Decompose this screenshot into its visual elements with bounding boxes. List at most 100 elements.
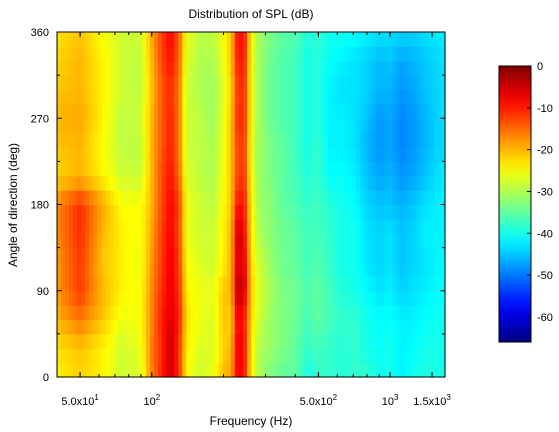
heatmap-cell — [352, 319, 357, 335]
heatmap-cell — [186, 132, 191, 148]
heatmap-cell — [404, 204, 410, 220]
heatmap-cell — [352, 233, 357, 249]
heatmap-cell — [158, 218, 163, 234]
heatmap-cell — [226, 89, 232, 105]
heatmap-cell — [315, 204, 321, 220]
heatmap-cell — [154, 60, 159, 76]
heatmap-cell — [85, 60, 90, 76]
heatmap-cell — [145, 103, 151, 119]
heatmap-cell — [408, 147, 414, 162]
heatmap-cell — [125, 175, 131, 191]
heatmap-cell — [283, 89, 288, 105]
heatmap-cell — [291, 161, 297, 177]
heatmap-cell — [396, 175, 402, 191]
heatmap-cell — [125, 75, 131, 91]
heatmap-cell — [166, 161, 171, 177]
heatmap-cell — [81, 218, 86, 234]
heatmap-cell — [372, 333, 377, 349]
heatmap-cell — [73, 218, 78, 234]
heatmap-cell — [230, 32, 236, 47]
heatmap-cell — [412, 362, 418, 378]
heatmap-cell — [279, 333, 284, 349]
heatmap-cell — [315, 190, 321, 206]
heatmap-cell — [121, 161, 127, 177]
heatmap-cell — [186, 305, 191, 321]
heatmap-cell — [182, 204, 187, 220]
heatmap-cell — [202, 290, 208, 306]
heatmap-cell — [182, 175, 187, 191]
heatmap-cell — [105, 333, 111, 349]
heatmap-cell — [198, 319, 204, 335]
heatmap-cell — [255, 348, 260, 364]
heatmap-cell — [424, 132, 430, 148]
heatmap-cell — [190, 60, 196, 76]
heatmap-cell — [149, 161, 155, 177]
heatmap-cell — [77, 276, 82, 292]
heatmap-cell — [376, 32, 381, 47]
heatmap-cell — [129, 276, 135, 292]
heatmap-cell — [77, 262, 82, 277]
heatmap-cell — [57, 89, 62, 105]
heatmap-cell — [352, 218, 357, 234]
heatmap-cell — [335, 89, 341, 105]
heatmap-cell — [137, 132, 143, 148]
heatmap-cell — [101, 75, 107, 91]
heatmap-cell — [97, 75, 103, 91]
heatmap-cell — [400, 89, 406, 105]
heatmap-cell — [69, 204, 74, 220]
heatmap-cell — [267, 319, 272, 335]
heatmap-cell — [214, 161, 220, 177]
heatmap-cell — [101, 46, 107, 62]
heatmap-cell — [311, 247, 317, 263]
heatmap-cell — [267, 262, 272, 277]
heatmap-cell — [335, 218, 341, 234]
heatmap-cell — [141, 247, 147, 263]
heatmap-cell — [214, 75, 220, 91]
heatmap-cell — [436, 132, 442, 148]
heatmap-cell — [331, 147, 337, 162]
heatmap-cell — [352, 32, 357, 47]
heatmap-cell — [222, 233, 228, 249]
heatmap-cell — [81, 175, 86, 191]
heatmap-cell — [242, 75, 248, 91]
heatmap-cell — [170, 247, 175, 263]
heatmap-cell — [238, 60, 244, 76]
heatmap-cell — [186, 333, 191, 349]
heatmap-cell — [428, 247, 434, 263]
heatmap-cell — [356, 103, 361, 119]
heatmap-cell — [339, 233, 345, 249]
heatmap-cell — [113, 204, 119, 220]
heatmap-cell — [162, 218, 167, 234]
heatmap-cell — [81, 247, 86, 263]
heatmap-cell — [416, 175, 422, 191]
heatmap-cell — [259, 161, 264, 177]
heatmap-cell — [404, 247, 410, 263]
heatmap-cell — [105, 204, 111, 220]
heatmap-cell — [174, 348, 179, 364]
heatmap-cell — [291, 362, 297, 378]
heatmap-cell — [420, 262, 426, 277]
heatmap-cell — [400, 161, 406, 177]
heatmap-cell — [109, 175, 115, 191]
heatmap-cell — [61, 60, 66, 76]
heatmap-cell — [267, 32, 272, 47]
heatmap-cell — [117, 118, 123, 134]
heatmap-cell — [420, 333, 426, 349]
heatmap-cell — [97, 32, 103, 47]
heatmap-cell — [327, 362, 333, 378]
heatmap-cell — [307, 362, 313, 378]
heatmap-cell — [388, 132, 394, 148]
heatmap-cell — [356, 348, 361, 364]
heatmap-cell — [198, 348, 204, 364]
heatmap-cell — [436, 118, 442, 134]
heatmap-cell — [255, 75, 260, 91]
heatmap-cell — [226, 204, 232, 220]
heatmap-cell — [388, 103, 394, 119]
heatmap-cell — [242, 60, 248, 76]
heatmap-cell — [158, 60, 163, 76]
heatmap-cell — [299, 89, 305, 105]
heatmap-cell — [246, 32, 252, 47]
heatmap-cell — [174, 60, 179, 76]
heatmap-cell — [356, 247, 361, 263]
heatmap-cell — [137, 89, 143, 105]
